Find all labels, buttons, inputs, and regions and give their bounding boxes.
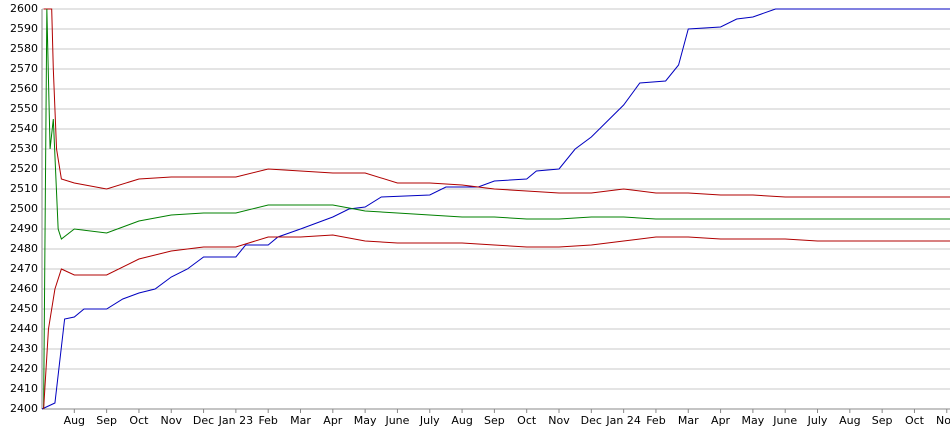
- y-tick-label: 2510: [10, 182, 38, 195]
- x-tick-label: July: [807, 414, 828, 427]
- y-tick-label: 2480: [10, 242, 38, 255]
- y-tick-label: 2500: [10, 202, 38, 215]
- x-tick-label: Oct: [517, 414, 537, 427]
- x-tick-label: Mar: [290, 414, 311, 427]
- x-tick-label: Nov: [936, 414, 950, 427]
- x-tick-label: Sep: [872, 414, 893, 427]
- x-tick-label: July: [419, 414, 440, 427]
- y-tick-label: 2550: [10, 102, 38, 115]
- y-tick-label: 2450: [10, 302, 38, 315]
- x-tick-label: May: [742, 414, 765, 427]
- y-tick-label: 2420: [10, 362, 38, 375]
- x-tick-label: Sep: [484, 414, 505, 427]
- y-tick-label: 2440: [10, 322, 38, 335]
- y-tick-label: 2600: [10, 2, 38, 15]
- x-tick-label: Aug: [64, 414, 85, 427]
- y-tick-label: 2540: [10, 122, 38, 135]
- x-tick-label: Dec: [193, 414, 214, 427]
- y-tick-label: 2430: [10, 342, 38, 355]
- y-tick-label: 2590: [10, 22, 38, 35]
- series-line: [43, 234, 950, 410]
- y-tick-label: 2470: [10, 262, 38, 275]
- y-tick-label: 2400: [10, 402, 38, 415]
- x-tick-label: Apr: [323, 414, 343, 427]
- x-tick-label: Apr: [711, 414, 731, 427]
- x-tick-label: June: [772, 414, 797, 427]
- x-tick-label: May: [354, 414, 377, 427]
- x-tick-label: Sep: [96, 414, 117, 427]
- x-tick-label: Jan 23: [218, 414, 253, 427]
- x-tick-label: Mar: [678, 414, 699, 427]
- y-tick-label: 2520: [10, 162, 38, 175]
- y-tick-label: 2580: [10, 42, 38, 55]
- y-tick-label: 2530: [10, 142, 38, 155]
- x-tick-label: Jan 24: [605, 414, 640, 427]
- x-tick-label: Aug: [451, 414, 472, 427]
- series-line: [43, 8, 950, 198]
- x-tick-label: Oct: [129, 414, 149, 427]
- x-tick-label: June: [384, 414, 409, 427]
- x-tick-label: Nov: [548, 414, 570, 427]
- y-tick-label: 2560: [10, 82, 38, 95]
- series-line: [43, 8, 950, 410]
- x-tick-label: Nov: [161, 414, 183, 427]
- y-tick-label: 2570: [10, 62, 38, 75]
- series-line: [41, 8, 950, 410]
- x-tick-label: Dec: [581, 414, 602, 427]
- x-tick-label: Feb: [646, 414, 665, 427]
- y-tick-label: 2490: [10, 222, 38, 235]
- y-tick-label: 2410: [10, 382, 38, 395]
- x-tick-label: Oct: [905, 414, 925, 427]
- y-tick-label: 2460: [10, 282, 38, 295]
- x-tick-label: Aug: [839, 414, 860, 427]
- x-tick-label: Feb: [258, 414, 277, 427]
